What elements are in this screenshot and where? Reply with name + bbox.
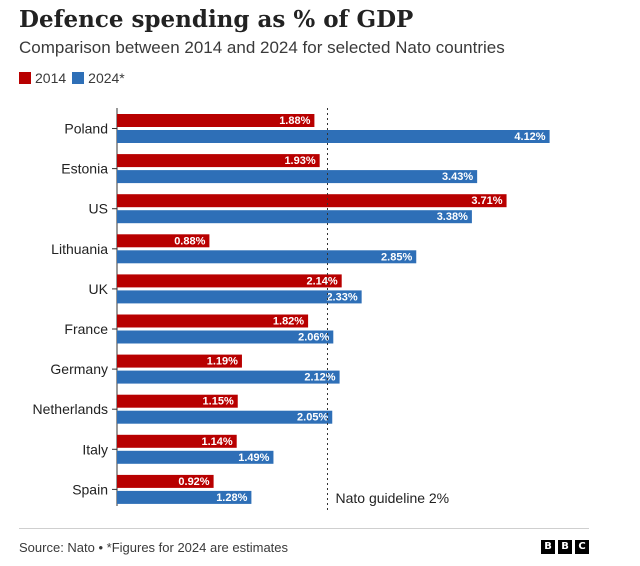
bar-2024 — [117, 490, 252, 504]
footer-divider — [19, 528, 589, 529]
data-label: 1.49% — [238, 452, 269, 464]
category-label: Netherlands — [33, 401, 109, 417]
data-label: 1.82% — [273, 316, 304, 328]
bar-2014 — [117, 394, 238, 408]
bar-2024 — [117, 370, 340, 384]
data-label: 2.85% — [381, 251, 412, 263]
legend-label-2014: 2014 — [35, 70, 67, 86]
data-label: 2.06% — [298, 332, 329, 344]
bar-2014 — [117, 274, 342, 288]
legend: 2014 2024* — [19, 70, 131, 86]
data-label: 3.71% — [471, 195, 502, 207]
category-label: Poland — [64, 121, 108, 137]
bar-2024 — [117, 330, 334, 344]
bbc-logo: B B C — [541, 540, 589, 554]
category-label: Italy — [82, 441, 108, 457]
logo-letter: C — [575, 540, 589, 554]
data-label: 2.33% — [326, 291, 357, 303]
data-label: 2.05% — [297, 412, 328, 424]
category-label: Spain — [72, 481, 108, 497]
category-label: UK — [89, 281, 109, 297]
legend-item-2024: 2024* — [72, 70, 125, 86]
source-note: Source: Nato • *Figures for 2024 are est… — [19, 540, 289, 555]
data-label: 3.38% — [437, 211, 468, 223]
data-label: 2.14% — [306, 275, 337, 287]
bar-2024 — [117, 130, 550, 143]
data-label: 3.43% — [442, 171, 473, 183]
bar-2014 — [117, 194, 507, 208]
legend-item-2014: 2014 — [19, 70, 66, 86]
data-label: 1.15% — [203, 396, 234, 408]
data-label: 4.12% — [514, 131, 545, 143]
bar-2014 — [117, 434, 237, 448]
bar-2024 — [117, 290, 362, 304]
data-label: 0.88% — [174, 235, 205, 247]
bar-2014 — [117, 234, 210, 248]
nato-guideline-label: Nato guideline 2% — [336, 490, 450, 506]
data-label: 1.93% — [284, 155, 315, 167]
bar-2024 — [117, 170, 478, 184]
data-label: 0.92% — [178, 476, 209, 488]
bar-2014 — [117, 354, 242, 368]
legend-label-2024: 2024* — [88, 70, 125, 86]
logo-letter: B — [558, 540, 572, 554]
data-label: 1.28% — [216, 492, 247, 504]
bar-2024 — [117, 250, 417, 264]
category-label: Lithuania — [51, 241, 108, 257]
bar-2014 — [117, 114, 315, 127]
bar-2024 — [117, 450, 274, 464]
data-label: 2.12% — [304, 372, 335, 384]
data-label: 1.19% — [207, 356, 238, 368]
data-label: 1.14% — [201, 436, 232, 448]
category-label: Germany — [50, 361, 108, 377]
legend-swatch-2014 — [19, 72, 31, 84]
data-label: 1.88% — [279, 115, 310, 127]
bar-2014 — [117, 474, 214, 488]
legend-swatch-2024 — [72, 72, 85, 84]
category-label: Estonia — [61, 161, 108, 177]
logo-letter: B — [541, 540, 555, 554]
bar-2024 — [117, 210, 472, 224]
category-label: US — [89, 201, 108, 217]
chart-title: Defence spending as % of GDP — [19, 6, 414, 33]
chart-subtitle: Comparison between 2014 and 2024 for sel… — [19, 38, 505, 57]
category-label: France — [64, 321, 108, 337]
bar-2024 — [117, 410, 333, 424]
bar-2014 — [117, 154, 320, 168]
bar-2014 — [117, 314, 309, 328]
